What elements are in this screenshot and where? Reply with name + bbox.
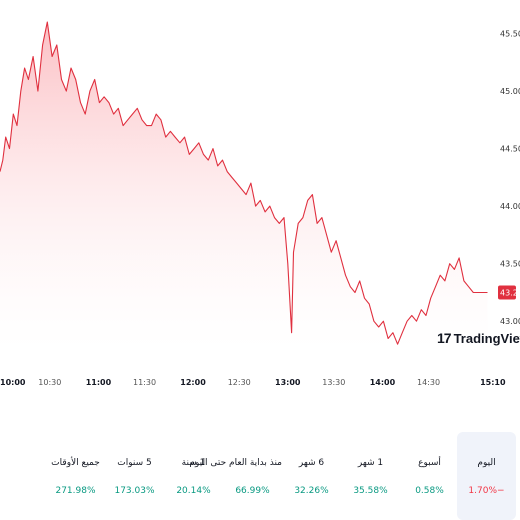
period-7[interactable]: اليوم 1.70%− — [457, 432, 516, 520]
period-change-value: 173.03% — [114, 486, 155, 496]
tradingview-logo-icon: 17 — [437, 330, 452, 346]
x-tick-label: 12:00 — [180, 378, 206, 387]
period-1[interactable]: 5 سنوات 173.03% — [105, 432, 164, 520]
period-3[interactable]: منذ بداية العام حتى اليوم 66.99% — [189, 432, 282, 520]
price-chart[interactable]: 45.50 45.00 44.50 44.00 43.50 43.00 43.25 10:00… — [0, 0, 520, 400]
y-tick-label: 45.50 — [500, 30, 520, 39]
last-price-tag — [498, 285, 516, 300]
period-change-value: 271.98% — [55, 486, 96, 496]
x-tick-label: 15:10 — [480, 378, 506, 387]
period-6[interactable]: أسبوع 0.58% — [400, 432, 459, 520]
y-tick-label: 43.00 — [500, 317, 520, 326]
period-label: منذ بداية العام حتى اليوم — [189, 458, 282, 468]
period-change-value: 66.99% — [235, 486, 270, 496]
period-0[interactable]: جميع الأوقات 271.98% — [46, 432, 105, 520]
period-5[interactable]: 1 شهر 35.58% — [341, 432, 400, 520]
chart-canvas[interactable]: 45.50 45.00 44.50 44.00 43.50 43.00 43.25 10:00… — [0, 0, 520, 400]
period-2[interactable]: 1 سنة 20.14% — [164, 432, 223, 520]
x-tick-label: 10:00 — [0, 378, 26, 387]
x-tick-label: 12:30 — [228, 378, 251, 387]
price-area-fill — [0, 22, 488, 350]
x-tick-label: 11:30 — [133, 378, 156, 387]
tradingview-logo[interactable]: 17 TradingView — [437, 330, 520, 346]
x-tick-label: 10:30 — [38, 378, 61, 387]
period-label: جميع الأوقات — [51, 458, 100, 468]
period-label: 1 سنة — [181, 458, 206, 468]
x-tick-label: 14:30 — [417, 378, 440, 387]
y-tick-label: 45.00 — [500, 87, 520, 96]
y-tick-label: 44.50 — [500, 145, 520, 154]
period-change-value: 20.14% — [176, 486, 211, 496]
x-tick-label: 11:00 — [86, 378, 112, 387]
period-label: 1 شهر — [357, 458, 384, 468]
period-label: 6 شهر — [298, 458, 325, 468]
last-price-label: 43.25 — [500, 289, 520, 298]
period-change-value: 32.26% — [294, 486, 329, 496]
performance-periods: جميع الأوقات 271.98% 5 سنوات 173.03% 1 سنة 20… — [0, 432, 520, 520]
x-tick-label: 13:30 — [322, 378, 345, 387]
y-tick-label: 43.50 — [500, 260, 520, 269]
period-label: اليوم — [477, 458, 496, 468]
price-line — [0, 21, 488, 345]
x-tick-label: 13:00 — [275, 378, 301, 387]
period-change-value: 0.58% — [415, 486, 444, 496]
period-change-value: 35.58% — [353, 486, 388, 496]
period-4[interactable]: 6 شهر 32.26% — [282, 432, 341, 520]
y-tick-label: 44.00 — [500, 202, 520, 211]
x-tick-label: 14:00 — [370, 378, 396, 387]
period-change-value: 1.70%− — [468, 486, 505, 496]
period-label: 5 سنوات — [117, 458, 152, 468]
period-label: أسبوع — [418, 458, 441, 468]
tradingview-logo-text: TradingView — [453, 330, 520, 346]
